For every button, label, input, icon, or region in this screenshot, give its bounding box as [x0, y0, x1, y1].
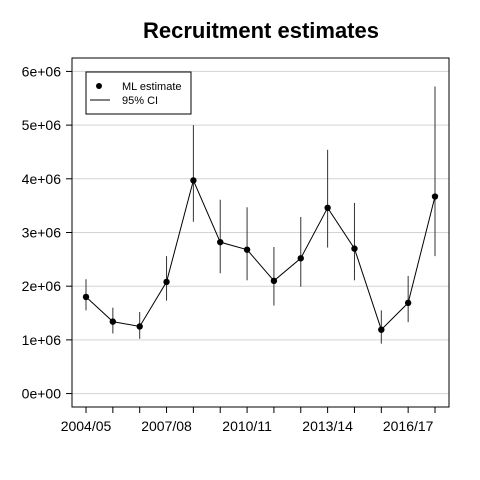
- y-tick-label: 6e+06: [22, 63, 62, 79]
- y-tick-label: 2e+06: [22, 278, 62, 294]
- legend: ML estimate 95% CI: [85, 71, 192, 115]
- data-point: [324, 204, 331, 212]
- x-tick-label: 2004/05: [61, 418, 112, 434]
- data-point: [297, 255, 304, 262]
- x-tick-label: 2007/08: [141, 418, 192, 434]
- data-point: [190, 177, 197, 184]
- data-point: [378, 326, 385, 333]
- y-tick-label: 3e+06: [22, 225, 62, 241]
- data-point: [243, 246, 251, 253]
- data-point: [404, 299, 412, 307]
- data-point: [270, 277, 278, 285]
- data-points: [82, 177, 439, 333]
- legend-label-estimate: ML estimate: [122, 81, 182, 93]
- y-tick-label: 5e+06: [22, 117, 62, 133]
- series-line: [85, 178, 436, 331]
- x-tick-label: 2013/14: [302, 418, 353, 434]
- data-point: [431, 193, 439, 200]
- x-tick-label: 2010/11: [222, 418, 272, 434]
- legend-label-ci: 95% CI: [122, 95, 158, 107]
- data-point: [109, 318, 117, 325]
- data-point: [82, 293, 90, 301]
- data-point: [351, 245, 358, 252]
- y-tick-label: 1e+06: [22, 332, 62, 348]
- y-tick-label: 0e+00: [22, 386, 62, 402]
- estimate-line: [85, 178, 436, 331]
- data-point: [217, 238, 224, 246]
- x-tick-label: 2016/17: [383, 418, 434, 434]
- y-tick-label: 4e+06: [22, 171, 62, 187]
- y-axis: 0e+00 1e+06 2e+06 3e+06 4e+06 5e+06 6e+06: [22, 63, 72, 402]
- x-axis: 2004/05 2007/08 2010/11 2013/14 2016/17: [61, 407, 436, 434]
- data-point: [163, 278, 170, 286]
- chart-title: Recruitment estimates: [143, 18, 379, 43]
- legend-point-marker: [96, 83, 102, 89]
- ci-bars: [85, 86, 436, 344]
- legend-box: [85, 71, 192, 115]
- data-point: [136, 323, 143, 330]
- gridlines: [72, 70, 449, 395]
